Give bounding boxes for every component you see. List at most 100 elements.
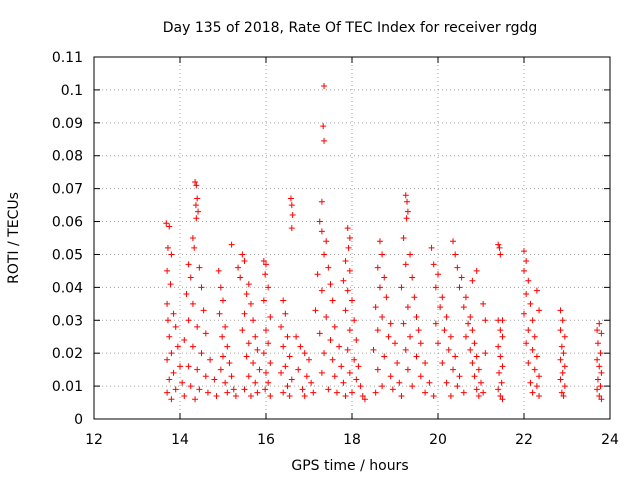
data-point [321, 251, 328, 258]
data-point [288, 225, 295, 232]
data-point [187, 383, 194, 390]
data-point [396, 379, 403, 386]
y-tick-label: 0.09 [52, 116, 83, 132]
data-point [409, 383, 416, 390]
data-point [265, 379, 272, 386]
data-point [450, 366, 457, 373]
data-point [452, 353, 459, 360]
data-point [177, 363, 183, 370]
data-point [219, 333, 226, 340]
data-point [454, 383, 461, 390]
data-point [411, 294, 418, 301]
data-point [467, 313, 474, 320]
data-point [359, 392, 366, 399]
data-point [426, 379, 433, 386]
data-point [323, 313, 330, 320]
data-point [443, 313, 450, 320]
data-point [267, 313, 274, 320]
data-point [287, 195, 294, 202]
data-point [198, 350, 205, 357]
data-point [181, 392, 188, 399]
data-point [293, 333, 300, 340]
data-point [561, 333, 568, 340]
data-point [250, 317, 257, 324]
data-point [204, 389, 211, 396]
data-point [340, 379, 347, 386]
data-point [462, 333, 469, 340]
data-point [288, 376, 295, 383]
data-point [241, 386, 248, 393]
data-point [185, 363, 192, 370]
data-point [372, 304, 379, 311]
y-tick-label: 0.05 [52, 247, 83, 263]
x-tick-label: 12 [85, 432, 103, 448]
x-tick-label: 18 [343, 432, 361, 448]
data-point [202, 373, 209, 380]
data-point [499, 363, 506, 370]
data-point [342, 392, 349, 399]
data-point [256, 366, 263, 373]
data-point [497, 392, 504, 399]
data-point [164, 300, 171, 307]
data-point [252, 333, 259, 340]
data-point [345, 244, 352, 251]
data-point [301, 350, 308, 357]
data-point [389, 386, 396, 393]
data-point [557, 307, 564, 314]
data-point [189, 300, 196, 307]
data-point [596, 392, 603, 399]
x-tick-label: 22 [515, 432, 533, 448]
data-point [597, 383, 604, 390]
data-point [480, 389, 487, 396]
data-point [557, 327, 564, 334]
data-point [525, 360, 532, 367]
data-point [594, 356, 601, 363]
data-point [217, 366, 224, 373]
data-point [318, 287, 325, 294]
data-point [469, 360, 476, 367]
data-point [192, 396, 199, 403]
data-point [402, 192, 409, 199]
y-tick-label: 0.1 [61, 83, 83, 99]
data-point [471, 373, 478, 380]
data-point [216, 310, 223, 317]
data-point [329, 297, 336, 304]
data-point [533, 383, 540, 390]
data-point [349, 297, 355, 304]
data-point [282, 363, 289, 370]
data-point [598, 330, 605, 337]
data-point [536, 392, 543, 399]
data-point [407, 251, 414, 258]
data-point [372, 389, 379, 396]
data-point [185, 317, 192, 324]
data-point [230, 386, 237, 393]
data-point [471, 340, 478, 347]
data-point [166, 333, 173, 340]
data-point [247, 300, 254, 307]
data-point [323, 238, 330, 245]
data-point [521, 267, 527, 274]
data-point [295, 366, 302, 373]
data-point [499, 333, 506, 340]
data-point [167, 281, 174, 288]
data-point [318, 369, 325, 376]
data-point [495, 386, 502, 393]
data-point [344, 225, 351, 232]
axis-ticks: 0 0.01 0.02 0.03 0.04 0.05 0.06 0.07 0.08 0.09 0.1… [52, 50, 619, 448]
data-point [284, 383, 291, 390]
data-point [228, 241, 235, 248]
data-point [394, 360, 401, 367]
data-point [462, 294, 469, 301]
data-point [187, 274, 194, 281]
data-point [497, 251, 504, 258]
data-point [430, 392, 437, 399]
data-point [452, 251, 459, 258]
data-point [596, 320, 603, 327]
data-point [194, 195, 201, 202]
data-point [346, 235, 353, 241]
data-point [374, 366, 381, 373]
data-point [195, 208, 202, 215]
data-point [409, 274, 416, 281]
data-point [316, 218, 323, 225]
data-point [381, 274, 388, 281]
